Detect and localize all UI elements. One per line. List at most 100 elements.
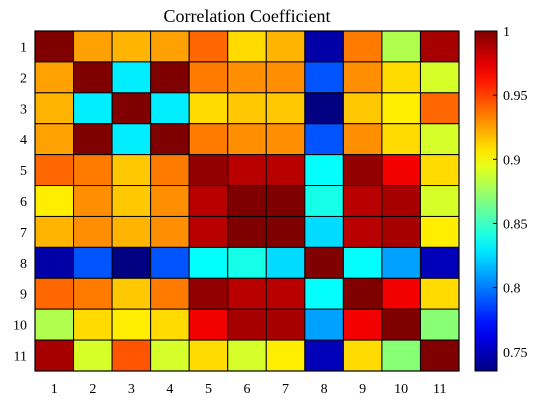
x-tick-labels: 1 2 3 4 5 6 7 8 9 10 11 — [51, 382, 447, 397]
heatmap-cell — [304, 185, 344, 217]
heatmap-cell — [188, 308, 229, 341]
heatmap-cell — [150, 246, 190, 279]
heatmap-cell — [34, 185, 75, 217]
heatmap-cell — [265, 154, 306, 187]
heatmap-cell — [227, 246, 267, 279]
heatmap-cell — [342, 215, 383, 248]
heatmap-cell — [73, 185, 113, 217]
heatmap-cell — [227, 215, 267, 248]
heatmap-cell — [381, 92, 421, 125]
heatmap-cell — [188, 61, 229, 94]
heatmap-cell — [419, 185, 460, 217]
heatmap-cell — [381, 61, 421, 94]
heatmap-cell — [265, 339, 306, 372]
x-tick-label: 8 — [321, 382, 328, 397]
heatmap-cell — [150, 61, 190, 94]
heatmap-cell — [227, 123, 267, 156]
heatmap-cell — [73, 154, 113, 187]
y-tick-labels: 1 2 3 4 5 6 7 8 9 10 11 — [13, 40, 27, 364]
heatmap-cell — [265, 277, 306, 310]
heatmap-cell — [150, 215, 190, 248]
heatmap-cell — [73, 339, 113, 372]
heatmap-cell — [188, 123, 229, 156]
heatmap-cell — [304, 215, 344, 248]
heatmap-cell — [304, 308, 344, 341]
heatmap-cell — [34, 61, 75, 94]
heatmap-cell — [419, 30, 460, 63]
y-tick-label: 5 — [20, 164, 27, 179]
heatmap-cell — [265, 30, 306, 63]
heatmap-cell — [419, 154, 460, 187]
heatmap-cell — [381, 246, 421, 279]
heatmap-cell — [265, 246, 306, 279]
colorbar-ticks: 0.75 0.8 0.85 0.9 0.95 1 — [493, 25, 528, 361]
heatmap-cell — [188, 277, 229, 310]
heatmap-cell — [150, 30, 190, 63]
heatmap-cell — [73, 92, 113, 125]
heatmap-cell — [73, 123, 113, 156]
x-tick-label: 4 — [166, 382, 173, 397]
heatmap-cell — [227, 308, 267, 341]
x-tick-label: 9 — [359, 382, 366, 397]
heatmap-cell — [342, 30, 383, 63]
heatmap-cell — [304, 277, 344, 310]
heatmap-cell — [111, 215, 152, 248]
x-tick-label: 7 — [282, 382, 289, 397]
heatmap-cell — [381, 185, 421, 217]
heatmap-cell — [304, 154, 344, 187]
heatmap-cell — [150, 154, 190, 187]
heatmap-cell — [150, 92, 190, 125]
colorbar — [474, 30, 498, 372]
heatmap-cell — [381, 154, 421, 187]
heatmap-cell — [342, 185, 383, 217]
heatmap-cell — [265, 123, 306, 156]
heatmap-cell — [34, 215, 75, 248]
heatmap-cell — [188, 339, 229, 372]
heatmap-cell — [419, 92, 460, 125]
heatmap-cell — [34, 246, 75, 279]
heatmap-cell — [111, 308, 152, 341]
colorbar-tick-label: 0.75 — [503, 346, 528, 361]
x-tick-label: 2 — [89, 382, 96, 397]
heatmap-cells — [34, 30, 460, 372]
x-tick-label: 5 — [205, 382, 212, 397]
heatmap-cell — [188, 185, 229, 217]
y-tick-label: 3 — [20, 102, 27, 117]
heatmap-cell — [419, 277, 460, 310]
heatmap-cell — [304, 339, 344, 372]
heatmap-cell — [419, 246, 460, 279]
heatmap-cell — [227, 30, 267, 63]
y-tick-label: 1 — [20, 40, 27, 55]
heatmap-cell — [381, 215, 421, 248]
chart-title: Correlation Coefficient — [163, 6, 330, 26]
heatmap-cell — [111, 246, 152, 279]
heatmap-cell — [342, 61, 383, 94]
colorbar-tick-label: 0.85 — [503, 217, 528, 232]
heatmap-cell — [381, 277, 421, 310]
heatmap-cell — [34, 277, 75, 310]
heatmap-cell — [419, 215, 460, 248]
heatmap-cell — [342, 277, 383, 310]
heatmap-cell — [150, 123, 190, 156]
heatmap-cell — [342, 92, 383, 125]
heatmap-cell — [265, 61, 306, 94]
x-tick-label: 10 — [394, 382, 408, 397]
y-tick-label: 8 — [20, 257, 27, 272]
y-tick-label: 10 — [13, 319, 27, 334]
heatmap-cell — [342, 339, 383, 372]
heatmap-cell — [304, 92, 344, 125]
x-tick-label: 1 — [51, 382, 58, 397]
heatmap-cell — [111, 185, 152, 217]
heatmap-cell — [265, 308, 306, 341]
heatmap-cell — [188, 154, 229, 187]
heatmap-cell — [381, 308, 421, 341]
heatmap-cell — [111, 61, 152, 94]
heatmap-cell — [342, 308, 383, 341]
y-tick-label: 11 — [14, 350, 27, 365]
heatmap-cell — [304, 123, 344, 156]
heatmap-cell — [73, 30, 113, 63]
heatmap-cell — [111, 154, 152, 187]
heatmap-cell — [381, 30, 421, 63]
heatmap-cell — [265, 92, 306, 125]
heatmap-cell — [419, 61, 460, 94]
